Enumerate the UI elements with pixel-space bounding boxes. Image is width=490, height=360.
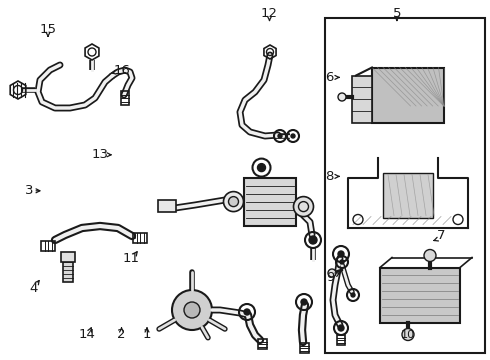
Circle shape: [258, 163, 266, 172]
Text: 14: 14: [79, 328, 96, 341]
Text: 2: 2: [117, 328, 126, 341]
Bar: [325, 18, 485, 353]
Bar: [121, 91, 129, 105]
Circle shape: [228, 197, 239, 207]
Circle shape: [309, 236, 317, 244]
Circle shape: [278, 134, 282, 138]
Circle shape: [291, 134, 295, 138]
Text: 5: 5: [392, 7, 401, 20]
Text: 8: 8: [325, 170, 334, 183]
Bar: [41, 241, 55, 251]
Bar: [158, 200, 176, 212]
Bar: [352, 76, 372, 122]
Text: 15: 15: [40, 23, 56, 36]
Circle shape: [328, 269, 336, 277]
Bar: [383, 172, 433, 217]
Text: 13: 13: [92, 148, 109, 161]
Circle shape: [338, 93, 346, 101]
Circle shape: [301, 299, 307, 305]
Text: 10: 10: [401, 329, 415, 339]
Text: 3: 3: [25, 184, 34, 197]
Circle shape: [351, 293, 355, 297]
Text: 11: 11: [123, 252, 140, 265]
Circle shape: [294, 197, 314, 217]
Text: 9: 9: [326, 271, 335, 284]
Circle shape: [424, 249, 436, 261]
Text: 16: 16: [113, 64, 130, 77]
Circle shape: [184, 302, 200, 318]
Bar: [133, 233, 147, 243]
Circle shape: [338, 325, 344, 331]
Text: 4: 4: [29, 282, 38, 294]
Bar: [337, 335, 345, 345]
Circle shape: [338, 251, 344, 257]
Text: 6: 6: [325, 71, 334, 84]
Text: 7: 7: [437, 229, 445, 242]
Bar: [244, 177, 295, 226]
Bar: [299, 343, 309, 353]
Bar: [61, 252, 75, 262]
Circle shape: [172, 290, 212, 330]
Bar: [380, 267, 460, 323]
Circle shape: [223, 192, 244, 212]
Bar: [258, 339, 267, 349]
Circle shape: [244, 309, 250, 315]
Circle shape: [340, 260, 344, 264]
Text: 1: 1: [143, 328, 151, 341]
Text: 12: 12: [261, 7, 278, 20]
Circle shape: [402, 328, 414, 341]
Bar: [372, 68, 444, 122]
Bar: [63, 262, 73, 282]
